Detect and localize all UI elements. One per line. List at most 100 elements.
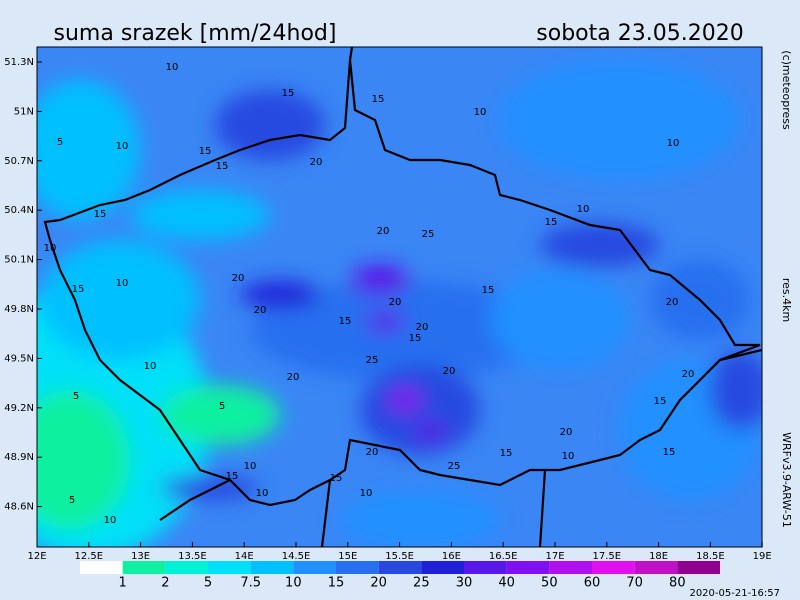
contour-label: 10 <box>667 138 680 149</box>
contour-label: 20 <box>389 297 402 308</box>
resolution: res.4km <box>780 278 793 322</box>
contour-label: 20 <box>287 372 300 383</box>
lon-label: 14E <box>235 551 254 562</box>
contour-label: 25 <box>422 229 435 240</box>
lon-label: 13.5E <box>178 551 207 562</box>
contour-label: 15 <box>330 473 343 484</box>
legend-swatch <box>378 561 422 574</box>
legend-label: 1 <box>119 576 127 591</box>
contour-label: 10 <box>474 107 487 118</box>
legend-label: 7.5 <box>240 576 261 591</box>
legend-label: 80 <box>669 576 686 591</box>
contour-label: 10 <box>577 204 590 215</box>
lon-label: 12.5E <box>75 551 104 562</box>
title: suma srazek [mm/24hod] <box>54 21 337 46</box>
contour-label: 15 <box>72 284 85 295</box>
lat-label: 48.9N <box>4 452 34 463</box>
contour-label: 10 <box>244 461 257 472</box>
contour-label: 15 <box>654 396 667 407</box>
legend-label: 30 <box>456 576 473 591</box>
contour-label: 10 <box>116 141 129 152</box>
contour-label: 20 <box>560 427 573 438</box>
contour-label: 20 <box>366 447 379 458</box>
legend-swatch <box>293 561 336 574</box>
contour-label: 20 <box>443 366 456 377</box>
contour-label: 5 <box>69 495 75 506</box>
contour-label: 15 <box>545 217 558 228</box>
lon-label: 19E <box>753 551 772 562</box>
contour-label: 15 <box>199 146 212 157</box>
legend-label: 25 <box>413 576 430 591</box>
borders <box>43 47 762 547</box>
contour-label: 15 <box>216 161 229 172</box>
map-field <box>37 47 762 547</box>
legend-label: 15 <box>328 576 345 591</box>
contour-label: 5 <box>57 137 63 148</box>
lon-label: 16.5E <box>489 551 518 562</box>
legend-label: 20 <box>370 576 387 591</box>
lon-label: 12E <box>27 551 46 562</box>
contour-label: 15 <box>500 448 513 459</box>
contour-label: 10 <box>360 488 373 499</box>
contour-label: 10 <box>144 361 157 372</box>
copyright: (c)meteopress <box>780 50 793 130</box>
contour-label: 15 <box>409 333 422 344</box>
field-shading <box>37 60 762 547</box>
contour-label: 15 <box>282 88 295 99</box>
legend-swatch <box>421 561 464 574</box>
contour-label: 10 <box>116 278 129 289</box>
contour-label: 20 <box>254 305 267 316</box>
lon-label: 13E <box>131 551 150 562</box>
legend-swatch <box>677 561 720 574</box>
contour-label: 25 <box>448 461 461 472</box>
contour-label: 15 <box>94 209 107 220</box>
contour-label: 20 <box>377 226 390 237</box>
contour-label: 10 <box>44 243 57 254</box>
legend-label: 50 <box>541 576 558 591</box>
lon-label: 15E <box>338 551 357 562</box>
legend-label: 5 <box>204 576 212 591</box>
lat-label: 49.2N <box>4 403 34 414</box>
lat-label: 49.5N <box>4 353 34 364</box>
legend-label: 60 <box>584 576 601 591</box>
legend-swatch <box>549 561 592 574</box>
legend-swatch <box>634 561 678 574</box>
lat-label: 51N <box>14 106 34 117</box>
contour-label: 20 <box>666 297 679 308</box>
lon-label: 18.5E <box>696 551 725 562</box>
lon-label: 16E <box>442 551 461 562</box>
contour-label: 10 <box>104 515 117 526</box>
legend-swatch <box>165 561 208 574</box>
contour-label: 5 <box>219 401 225 412</box>
contour-label: 10 <box>256 488 269 499</box>
contour-label: 15 <box>482 285 495 296</box>
legend-label: 2 <box>161 576 169 591</box>
date: sobota 23.05.2020 <box>536 21 743 46</box>
contour-label: 15 <box>663 447 676 458</box>
lon-label: 17E <box>545 551 564 562</box>
legend-swatch <box>592 561 635 574</box>
legend-swatch <box>506 561 550 574</box>
contour-label: 20 <box>682 369 695 380</box>
lon-label: 18E <box>649 551 668 562</box>
lon-label: 17.5E <box>593 551 622 562</box>
lat-label: 50.4N <box>4 205 34 216</box>
lat-label: 50.7N <box>4 156 34 167</box>
contour-label: 15 <box>226 471 239 482</box>
legend-swatch <box>464 561 507 574</box>
lon-label: 14.5E <box>282 551 311 562</box>
lat-label: 51.3N <box>4 57 34 68</box>
contour-label: 20 <box>416 322 429 333</box>
legend-swatch <box>122 561 166 574</box>
legend-label: 70 <box>626 576 643 591</box>
lat-label: 48.6N <box>4 502 34 513</box>
legend-swatch <box>250 561 294 574</box>
legend-label: 10 <box>285 576 302 591</box>
contour-label: 20 <box>310 157 323 168</box>
legend-swatch <box>80 561 123 574</box>
lat-label: 49.8N <box>4 304 34 315</box>
legend-label: 40 <box>498 576 515 591</box>
contour-label: 15 <box>339 316 352 327</box>
model: WRFv3.9-ARW-51 <box>780 432 793 528</box>
